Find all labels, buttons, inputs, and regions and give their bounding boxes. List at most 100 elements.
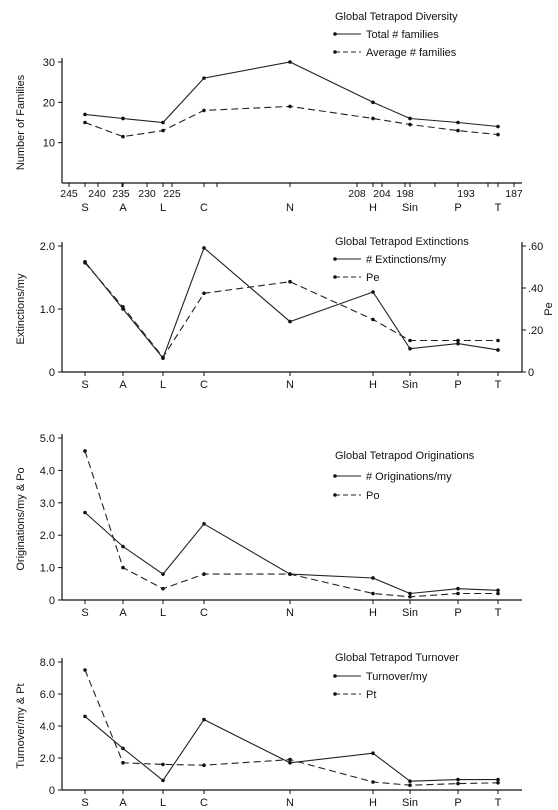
data-point [288,60,292,64]
data-point [371,751,375,755]
y-tick-label: 6.0 [40,689,55,701]
y-tick-label: 1.0 [40,304,55,316]
myr-tick-label: 187 [505,188,523,200]
legend-marker [333,275,337,279]
data-point [83,112,87,117]
data-point [202,76,206,80]
chart-panel-1: Global Tetrapod Diversity 10 20 30 Number of… [15,11,523,214]
x-tick-label: Sin [402,379,418,391]
legend-marker [333,692,337,696]
legend-label-2: Po [366,490,379,502]
data-point [161,778,165,783]
y-tick-label: 8.0 [40,657,55,669]
y-tick-label: 2.0 [40,241,55,253]
data-point [202,763,206,767]
legend-label-1: # Extinctions/my [366,254,447,266]
data-point [371,116,375,121]
data-point [202,572,206,576]
myr-tick-label: 235 [112,188,130,200]
x-tick-label: N [286,607,294,619]
x-tick-label: P [454,379,461,391]
x-tick-label: H [369,607,377,619]
data-point [456,591,460,596]
legend-label-1: Turnover/my [366,671,428,683]
x-tick-label: T [495,379,502,391]
data-point [121,761,125,765]
data-point [121,134,125,139]
myr-tick-label: 193 [457,188,475,200]
legend-label-2: Average # families [366,47,457,59]
data-point [121,565,125,570]
data-point [456,338,460,343]
data-point [408,346,412,351]
data-point [371,576,375,580]
data-point [496,338,500,343]
data-point [408,116,412,121]
myr-tick-label: 198 [396,188,414,200]
data-point [456,586,460,591]
data-point [288,319,292,324]
legend-label-1: Total # families [366,29,439,41]
y-axis-label: Number of Families [15,74,27,170]
x-tick-label: Sin [402,202,418,214]
x-tick-label: C [200,379,208,391]
legend-label-2: Pe [366,272,379,284]
x-tick-label: L [160,797,166,809]
data-point [288,104,292,109]
y-tick-label: 3.0 [40,498,55,510]
x-tick-label: Sin [402,607,418,619]
data-point [83,510,87,515]
data-point [408,594,412,599]
myr-tick-label: 240 [88,188,106,200]
x-tick-label: A [119,797,127,809]
data-point [371,100,375,105]
myr-tick-label: 230 [138,188,156,200]
data-point [496,348,500,352]
x-tick-label: H [369,202,377,214]
x-tick-label: C [200,202,208,214]
chart-panel-2: Global Tetrapod Extinctions 0 1.0 2.0 0 .20 .4… [15,236,555,391]
y-tick-label: 2.0 [40,753,55,765]
data-point [83,120,87,125]
data-point [408,591,412,596]
data-point [202,717,206,722]
legend-marker [333,50,337,54]
y-tick-label: 30 [43,57,55,69]
y-tick-label: 20 [43,97,55,109]
data-point [288,761,292,765]
x-tick-label: P [454,797,461,809]
data-point [288,572,292,576]
y-tick-label: 5.0 [40,433,55,445]
data-point [202,108,206,113]
y2-tick-label: .60 [528,241,543,253]
data-point [371,780,375,784]
myr-tick-label: 225 [163,188,181,200]
data-point [121,116,125,121]
y-tick-label: 0 [49,785,55,797]
data-point [456,781,460,786]
chart-title: Global Tetrapod Extinctions [335,236,469,248]
y2-tick-label: .20 [528,325,543,337]
y-tick-label: 0 [49,367,55,379]
data-point [496,132,500,137]
data-point [408,779,412,783]
x-tick-label: T [495,607,502,619]
data-point [161,572,165,576]
x-tick-label: A [119,379,127,391]
legend-marker [333,674,337,678]
data-point [371,591,375,596]
data-point [83,714,87,719]
data-point [83,449,87,453]
chart-title: Global Tetrapod Turnover [335,652,459,664]
x-tick-label: L [160,202,166,214]
data-point [408,338,412,343]
chart-title: Global Tetrapod Originations [335,450,475,462]
chart-title: Global Tetrapod Diversity [335,11,458,23]
data-point [161,355,165,360]
data-point [83,668,87,672]
chart-panel-4: Global Tetrapod Turnover 0 2.0 4.0 6.0 8.0 Tur… [15,652,522,809]
data-point [408,122,412,127]
data-point [121,746,125,751]
series-line-2 [84,105,499,138]
